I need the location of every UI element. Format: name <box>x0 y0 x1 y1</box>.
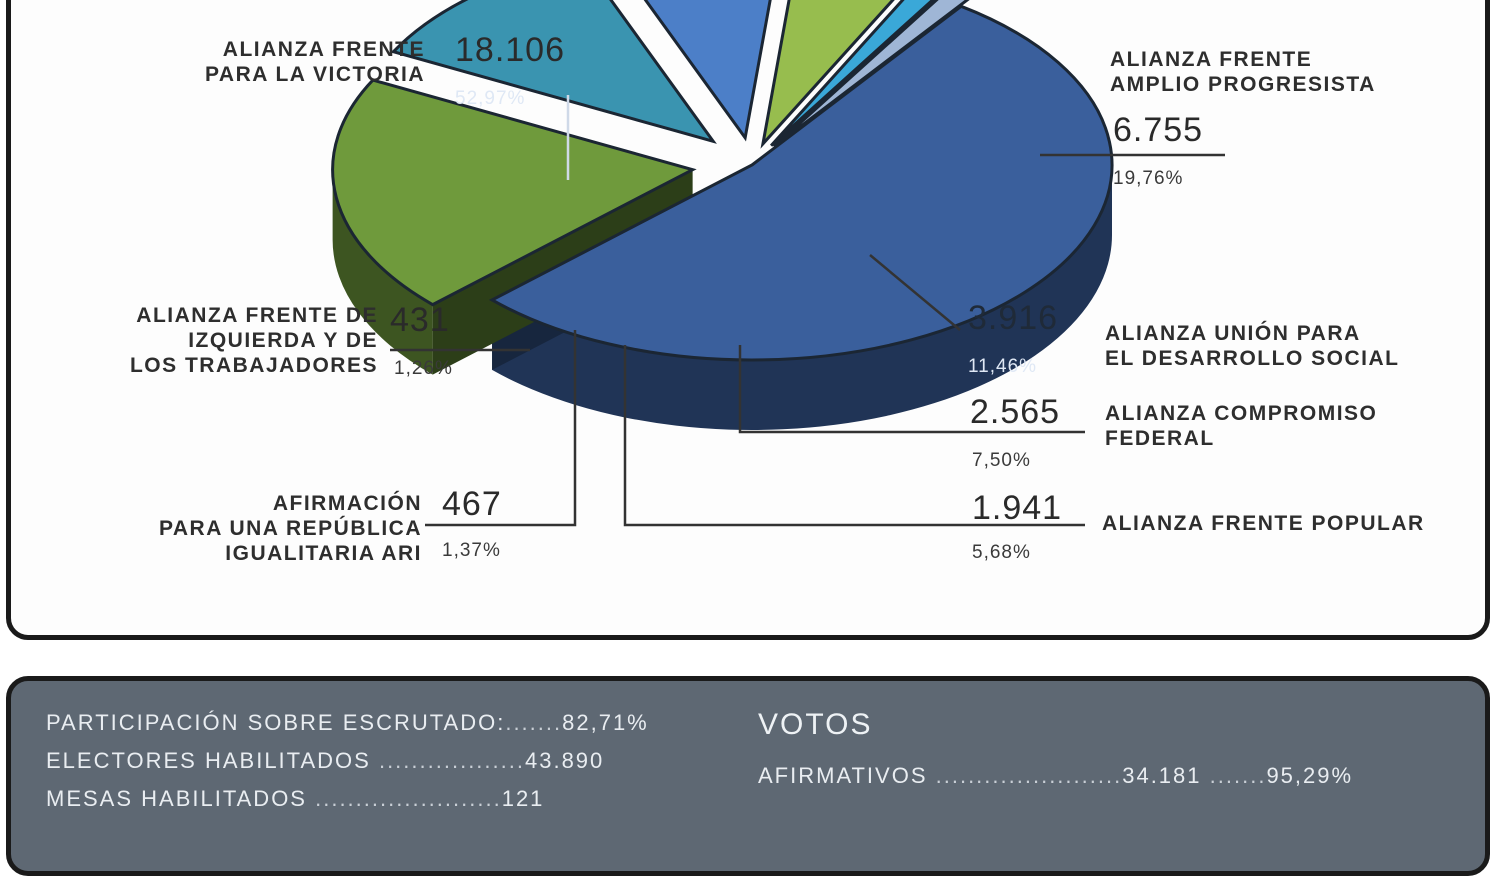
afirmativos-row: AFIRMATIVOS .......................34.18… <box>758 763 1354 788</box>
votes-fp: 1.941 <box>972 489 1063 527</box>
label-fpv-line1: ALIANZA FRENTE <box>222 38 425 61</box>
pie-slice-fpv <box>488 4 1114 362</box>
votos-title: VOTOS <box>758 708 873 741</box>
label-fap: ALIANZA FRENTE AMPLIO PROGRESISTA <box>1110 48 1376 98</box>
label-cf: ALIANZA COMPROMISO FEDERAL <box>1105 402 1377 452</box>
label-fit: ALIANZA FRENTE DE IZQUIERDA Y DE LOS TRA… <box>70 304 378 378</box>
pie-side-fpv <box>492 165 1112 430</box>
mesas-row: MESAS HABILITADOS ......................… <box>46 786 545 811</box>
label-ari-line1: AFIRMACIÓN <box>272 492 422 515</box>
pie-side-fap <box>332 169 433 375</box>
leader-uds <box>869 254 961 331</box>
participacion-value: 82,71% <box>562 710 649 735</box>
pie-slice-uds <box>390 0 717 144</box>
label-ari-line3: IGUALITARIA ARI <box>225 541 422 565</box>
votes-cf: 2.565 <box>970 393 1061 431</box>
votes-ari: 467 <box>442 485 502 523</box>
leader-cf <box>738 345 1085 434</box>
pie-slice-cf <box>643 0 772 142</box>
label-fit-line3: LOS TRABAJADORES <box>129 353 378 377</box>
votes-fpv: 18.106 <box>455 31 565 69</box>
leader-lines <box>390 95 1225 527</box>
pct-uds: 11,46% <box>968 356 1038 377</box>
label-cf-line1: ALIANZA COMPROMISO <box>1105 402 1378 425</box>
afirmativos-pct: 95,29% <box>1266 763 1354 788</box>
pie-tops <box>331 0 1114 362</box>
electores-value: 43.890 <box>524 748 605 773</box>
pct-fap: 19,76% <box>1113 168 1184 189</box>
pct-fit: 1,26% <box>394 358 453 379</box>
mesas-value: 121 <box>501 786 545 811</box>
pct-fp: 5,68% <box>972 542 1031 563</box>
label-uds-line1: ALIANZA UNIÓN PARA <box>1105 322 1361 345</box>
participacion-row: PARTICIPACIÓN SOBRE ESCRUTADO:.......82,… <box>46 710 649 735</box>
label-fp: ALIANZA FRENTE POPULAR <box>1102 512 1425 537</box>
leader-ari <box>425 330 577 527</box>
pct-cf: 7,50% <box>972 450 1031 471</box>
label-uds: ALIANZA UNIÓN PARA EL DESARROLLO SOCIAL <box>1105 322 1399 372</box>
mesas-label: MESAS HABILITADOS <box>46 786 307 811</box>
afirmativos-label: AFIRMATIVOS <box>758 763 928 788</box>
pie-slice-fap <box>331 78 697 307</box>
afirmativos-votes: 34.181 <box>1122 763 1202 788</box>
pct-fpv: 52,97% <box>455 88 526 109</box>
pie-slice-fp <box>760 0 895 149</box>
votes-fit: 431 <box>390 301 450 339</box>
electores-label: ELECTORES HABILITADOS <box>46 748 371 773</box>
label-cf-line2: FEDERAL <box>1105 426 1215 450</box>
label-fap-line2: AMPLIO PROGRESISTA <box>1110 72 1376 96</box>
label-fit-line1: ALIANZA FRENTE DE <box>136 304 378 327</box>
label-uds-line2: EL DESARROLLO SOCIAL <box>1105 346 1400 370</box>
pct-ari: 1,37% <box>442 540 501 561</box>
label-fit-line2: IZQUIERDA Y DE <box>188 328 378 352</box>
leader-fp <box>623 345 1085 527</box>
votes-fap: 6.755 <box>1113 111 1204 149</box>
pie-chart <box>331 0 1225 527</box>
label-fpv-line2: PARA LA VICTORIA <box>204 62 425 86</box>
label-fpv: ALIANZA FRENTE PARA LA VICTORIA <box>150 38 425 88</box>
label-ari-line2: PARA UNA REPÚBLICA <box>158 516 422 540</box>
participacion-label: PARTICIPACIÓN SOBRE ESCRUTADO: <box>46 710 506 735</box>
electores-row: ELECTORES HABILITADOS ..................… <box>46 748 605 773</box>
votes-uds: 3.916 <box>968 299 1059 337</box>
label-fp-line1: ALIANZA FRENTE POPULAR <box>1102 512 1425 535</box>
label-fap-line1: ALIANZA FRENTE <box>1110 48 1313 71</box>
pie-slice-fit <box>772 0 970 148</box>
label-ari: AFIRMACIÓN PARA UNA REPÚBLICA IGUALITARI… <box>100 492 422 566</box>
